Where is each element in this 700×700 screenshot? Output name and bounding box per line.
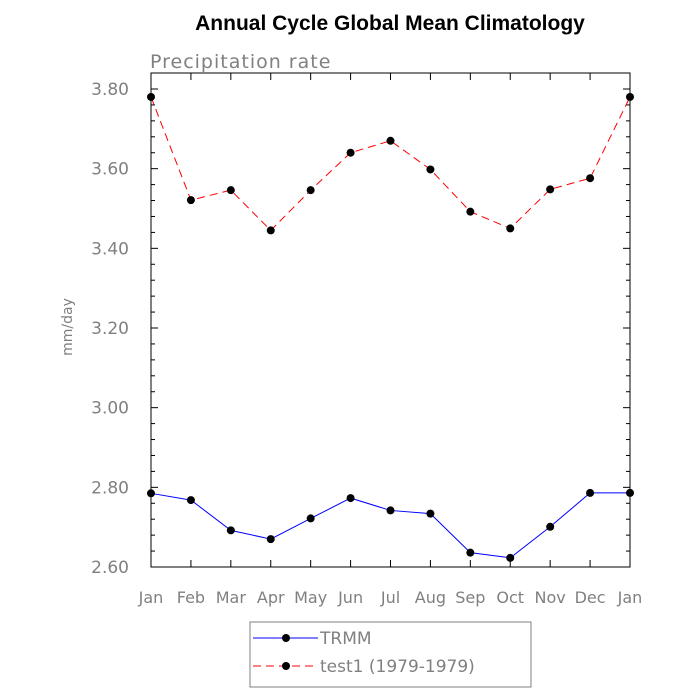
x-tick-label: Mar — [216, 588, 247, 607]
data-point — [626, 92, 634, 101]
data-point — [226, 186, 235, 195]
data-point — [426, 165, 435, 174]
series-line-1 — [150, 96, 631, 232]
legend-label-test1: test1 (1979-1979) — [320, 657, 475, 677]
data-point — [506, 553, 515, 562]
data-point — [186, 496, 195, 505]
axes: 2.60 2.80 3.00 3.20 3.40 3.60 3.80 Jan Feb Mar Apr… — [91, 73, 642, 607]
legend-marker-trmm — [282, 634, 290, 642]
legend: TRMM test1 (1979-1979) — [249, 621, 532, 688]
x-tick-label: Apr — [257, 588, 285, 607]
y-tick-label: 3.40 — [91, 239, 129, 259]
y-tick-label: 3.60 — [91, 160, 129, 180]
y-tick-label: 3.00 — [91, 399, 129, 419]
y-tick-label: 3.80 — [91, 80, 129, 100]
x-tick-label: Oct — [496, 588, 524, 607]
data-point — [386, 506, 395, 515]
data-point — [546, 185, 555, 194]
data-point — [466, 548, 475, 557]
data-point — [466, 207, 475, 216]
data-point — [586, 174, 595, 183]
data-point — [306, 514, 315, 523]
x-tick-label: Jan — [617, 588, 643, 607]
x-tick-label: May — [294, 588, 327, 607]
data-point — [586, 488, 595, 497]
y-axis-label: mm/day — [60, 298, 76, 356]
plot-frame — [150, 72, 631, 568]
data-point — [147, 489, 155, 498]
y-tick-label: 2.60 — [91, 558, 129, 578]
x-tick-label: Jun — [337, 588, 363, 607]
x-tick-label: Jan — [138, 588, 164, 607]
y-tick-label: 2.80 — [91, 478, 129, 498]
x-tick-label: Jul — [380, 588, 400, 607]
y-tick-label: 3.20 — [91, 319, 129, 339]
data-point — [306, 186, 315, 195]
x-tick-label: Nov — [535, 588, 566, 607]
data-point — [506, 224, 515, 233]
series-layer — [147, 92, 634, 562]
legend-marker-test1 — [282, 662, 290, 670]
chart-title: Annual Cycle Global Mean Climatology — [195, 12, 585, 35]
data-point — [426, 509, 435, 518]
data-point — [346, 148, 355, 157]
x-tick-label: Aug — [415, 588, 446, 607]
x-tick-label: Sep — [455, 588, 485, 607]
data-point — [346, 494, 355, 503]
x-tick-label: Dec — [575, 588, 606, 607]
data-point — [626, 488, 634, 497]
legend-label-trmm: TRMM — [319, 629, 372, 649]
chart-subtitle: Precipitation rate — [150, 51, 331, 73]
data-point — [386, 136, 395, 145]
x-tick-label: Feb — [177, 588, 205, 607]
series-line-0 — [150, 492, 630, 559]
data-point — [266, 535, 275, 544]
data-point — [546, 522, 555, 531]
data-point — [147, 92, 155, 101]
data-point — [266, 226, 275, 235]
data-point — [226, 526, 235, 535]
legend-box — [249, 621, 532, 688]
data-point — [186, 196, 195, 205]
